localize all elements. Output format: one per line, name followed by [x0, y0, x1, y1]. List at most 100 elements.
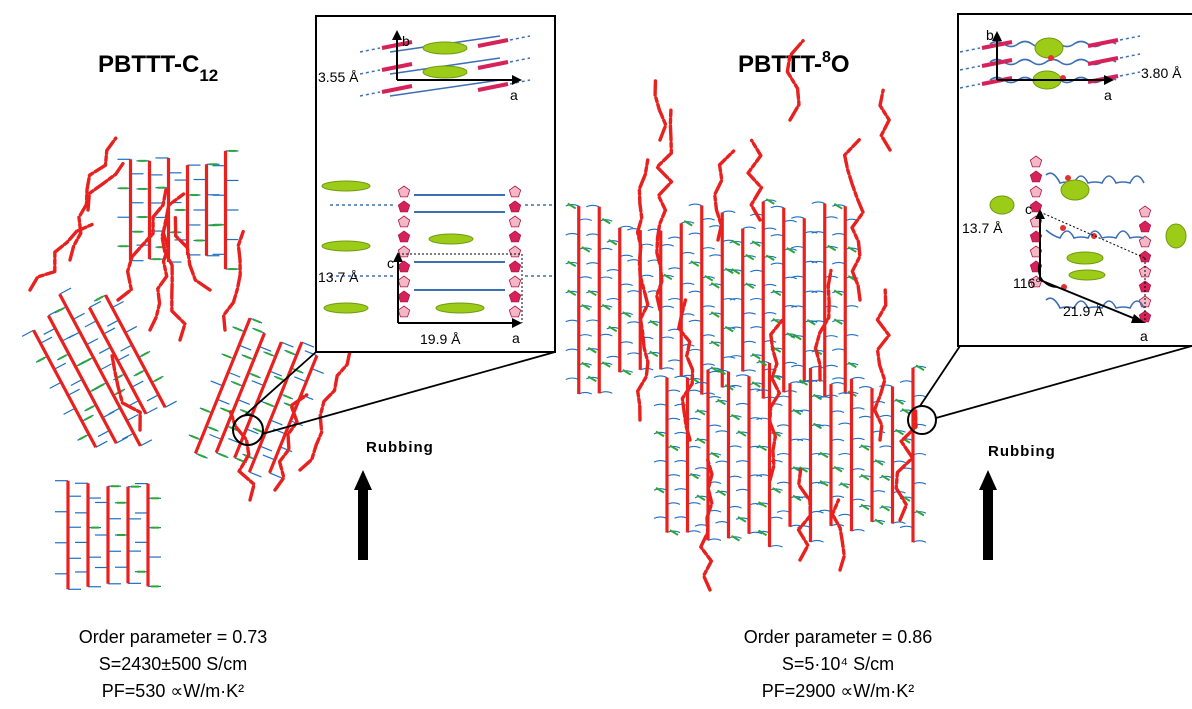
- right-upper-dopant: [601, 217, 611, 225]
- left-right-dopant: [265, 402, 274, 407]
- right-upper-side-chain: [763, 283, 777, 287]
- right-lower-dopant: [880, 504, 891, 512]
- left-inset-left-thiophene-ring: [397, 275, 411, 288]
- right-lower-side-chain: [810, 539, 824, 543]
- right-lower-dopant: [839, 482, 850, 489]
- left-mid-side-chain: [98, 346, 111, 354]
- left-right-side-chain: [304, 350, 318, 357]
- right-upper-side-chain: [763, 312, 777, 315]
- right-upper-side-chain: [729, 297, 743, 301]
- left-disordered-chain: [221, 229, 245, 332]
- right-lower-side-chain: [687, 530, 701, 533]
- right-lower-side-chain: [899, 380, 914, 383]
- left-inset-right-thiophene-ring: [508, 275, 522, 288]
- right-upper-dopant: [833, 289, 843, 297]
- right-cell-angle-arc: [1037, 261, 1058, 288]
- right-lower-dopant: [737, 430, 747, 437]
- right-inset-dopant-molecule: [1165, 223, 1187, 249]
- left-mid-backbone: [46, 314, 118, 444]
- right-upper-dopant: [731, 268, 741, 275]
- right-disordered-chain: [699, 458, 714, 592]
- right-upper-dopant: [601, 361, 611, 368]
- right-lower-side-chain: [674, 459, 688, 463]
- right-upper-side-chain: [832, 261, 846, 265]
- left-mid-side-chain: [63, 407, 76, 415]
- right-upper-dopant: [567, 289, 577, 297]
- right-upper-dopant: [704, 274, 714, 282]
- left-right-side-chain: [262, 454, 276, 461]
- right-morphology: [565, 39, 927, 592]
- right-lower-dopant: [812, 393, 823, 401]
- right-lower-side-chain: [789, 381, 804, 384]
- right-lower-dopant: [874, 518, 884, 526]
- right-disordered-chain: [796, 468, 813, 562]
- right-inset-atom: [1091, 233, 1097, 239]
- right-lower-dopant: [716, 489, 727, 497]
- right-lower-dopant: [669, 444, 679, 452]
- left-right-dopant: [275, 376, 284, 381]
- right-b-axis-head: [992, 31, 1002, 41]
- right-upper-side-chain: [742, 226, 756, 230]
- right-lower-dopant: [696, 494, 706, 501]
- left-disordered-chain: [160, 218, 187, 342]
- left-chain-spacing-label: 19.9 Å: [420, 331, 461, 347]
- right-upper-side-chain: [791, 305, 805, 308]
- right-upper-side-chain: [701, 363, 715, 366]
- right-lower-side-chain: [879, 445, 893, 448]
- right-lower-dopant: [757, 359, 768, 367]
- left-disordered-chain: [148, 192, 186, 332]
- right-inset-left-thiophene-ring: [1029, 185, 1043, 198]
- right-upper-side-chain: [565, 319, 579, 323]
- left-mid-dopant: [83, 357, 92, 364]
- left-right-side-chain: [238, 344, 252, 351]
- right-lower-side-chain: [769, 516, 783, 520]
- right-upper-side-chain: [619, 341, 633, 344]
- left-inset-right-thiophene-ring: [508, 290, 522, 303]
- left-mid-dopant: [56, 307, 65, 313]
- left-mid-side-chain: [146, 394, 159, 402]
- right-disordered-chain: [894, 409, 918, 522]
- right-upper-dopant: [765, 254, 775, 262]
- left-inset-left-thiophene-ring: [397, 260, 411, 273]
- right-lower-side-chain: [694, 467, 709, 470]
- left-mid-side-chain: [99, 363, 112, 371]
- right-upper-side-chain: [824, 305, 838, 308]
- left-inset-lamellar: [321, 180, 552, 318]
- left-mid-dopant: [140, 351, 149, 357]
- left-title: PBTTT-C12: [98, 51, 218, 85]
- right-upper-side-chain: [845, 333, 859, 337]
- left-mid-side-chain: [145, 407, 158, 415]
- left-inset-right-thiophene-ring: [508, 185, 522, 198]
- right-upper-side-chain: [660, 336, 674, 340]
- left-zoom-line-top: [243, 351, 317, 417]
- right-lower-side-chain: [912, 365, 927, 369]
- left-mid-side-chain: [86, 338, 99, 346]
- right-upper-side-chain: [681, 251, 695, 255]
- right-upper-side-chain: [668, 359, 682, 362]
- right-upper-side-chain: [742, 340, 756, 344]
- right-lower-side-chain: [735, 402, 750, 406]
- right-lower-dopant: [860, 474, 870, 481]
- right-inset-right-thiophene-ring: [1138, 310, 1152, 323]
- right-upper-dopant: [608, 325, 618, 333]
- right-upper-side-chain: [722, 210, 736, 214]
- left-disordered-chain: [173, 215, 212, 292]
- right-lower-side-chain: [728, 445, 742, 448]
- right-lower-dopant: [771, 487, 782, 494]
- right-a-axis-label-top: a: [1104, 87, 1112, 103]
- left-inset-dopant-molecule: [422, 41, 468, 55]
- left-rubbing-label: Rubbing: [366, 439, 434, 456]
- right-upper-side-chain: [791, 216, 805, 219]
- left-right-dopant: [264, 351, 274, 357]
- right-upper-side-chain: [729, 326, 743, 330]
- right-disordered-chain: [677, 298, 695, 442]
- left-mid-side-chain: [54, 362, 67, 370]
- right-upper-side-chain: [599, 276, 613, 279]
- right-upper-side-chain: [811, 290, 825, 294]
- left-inset-right-thiophene-ring: [508, 245, 522, 258]
- left-right-dopant: [190, 434, 199, 440]
- left-mid-side-chain: [106, 319, 120, 327]
- right-lower-side-chain: [776, 452, 791, 456]
- right-lower-side-chain: [674, 431, 688, 435]
- right-lower-side-chain: [838, 513, 852, 517]
